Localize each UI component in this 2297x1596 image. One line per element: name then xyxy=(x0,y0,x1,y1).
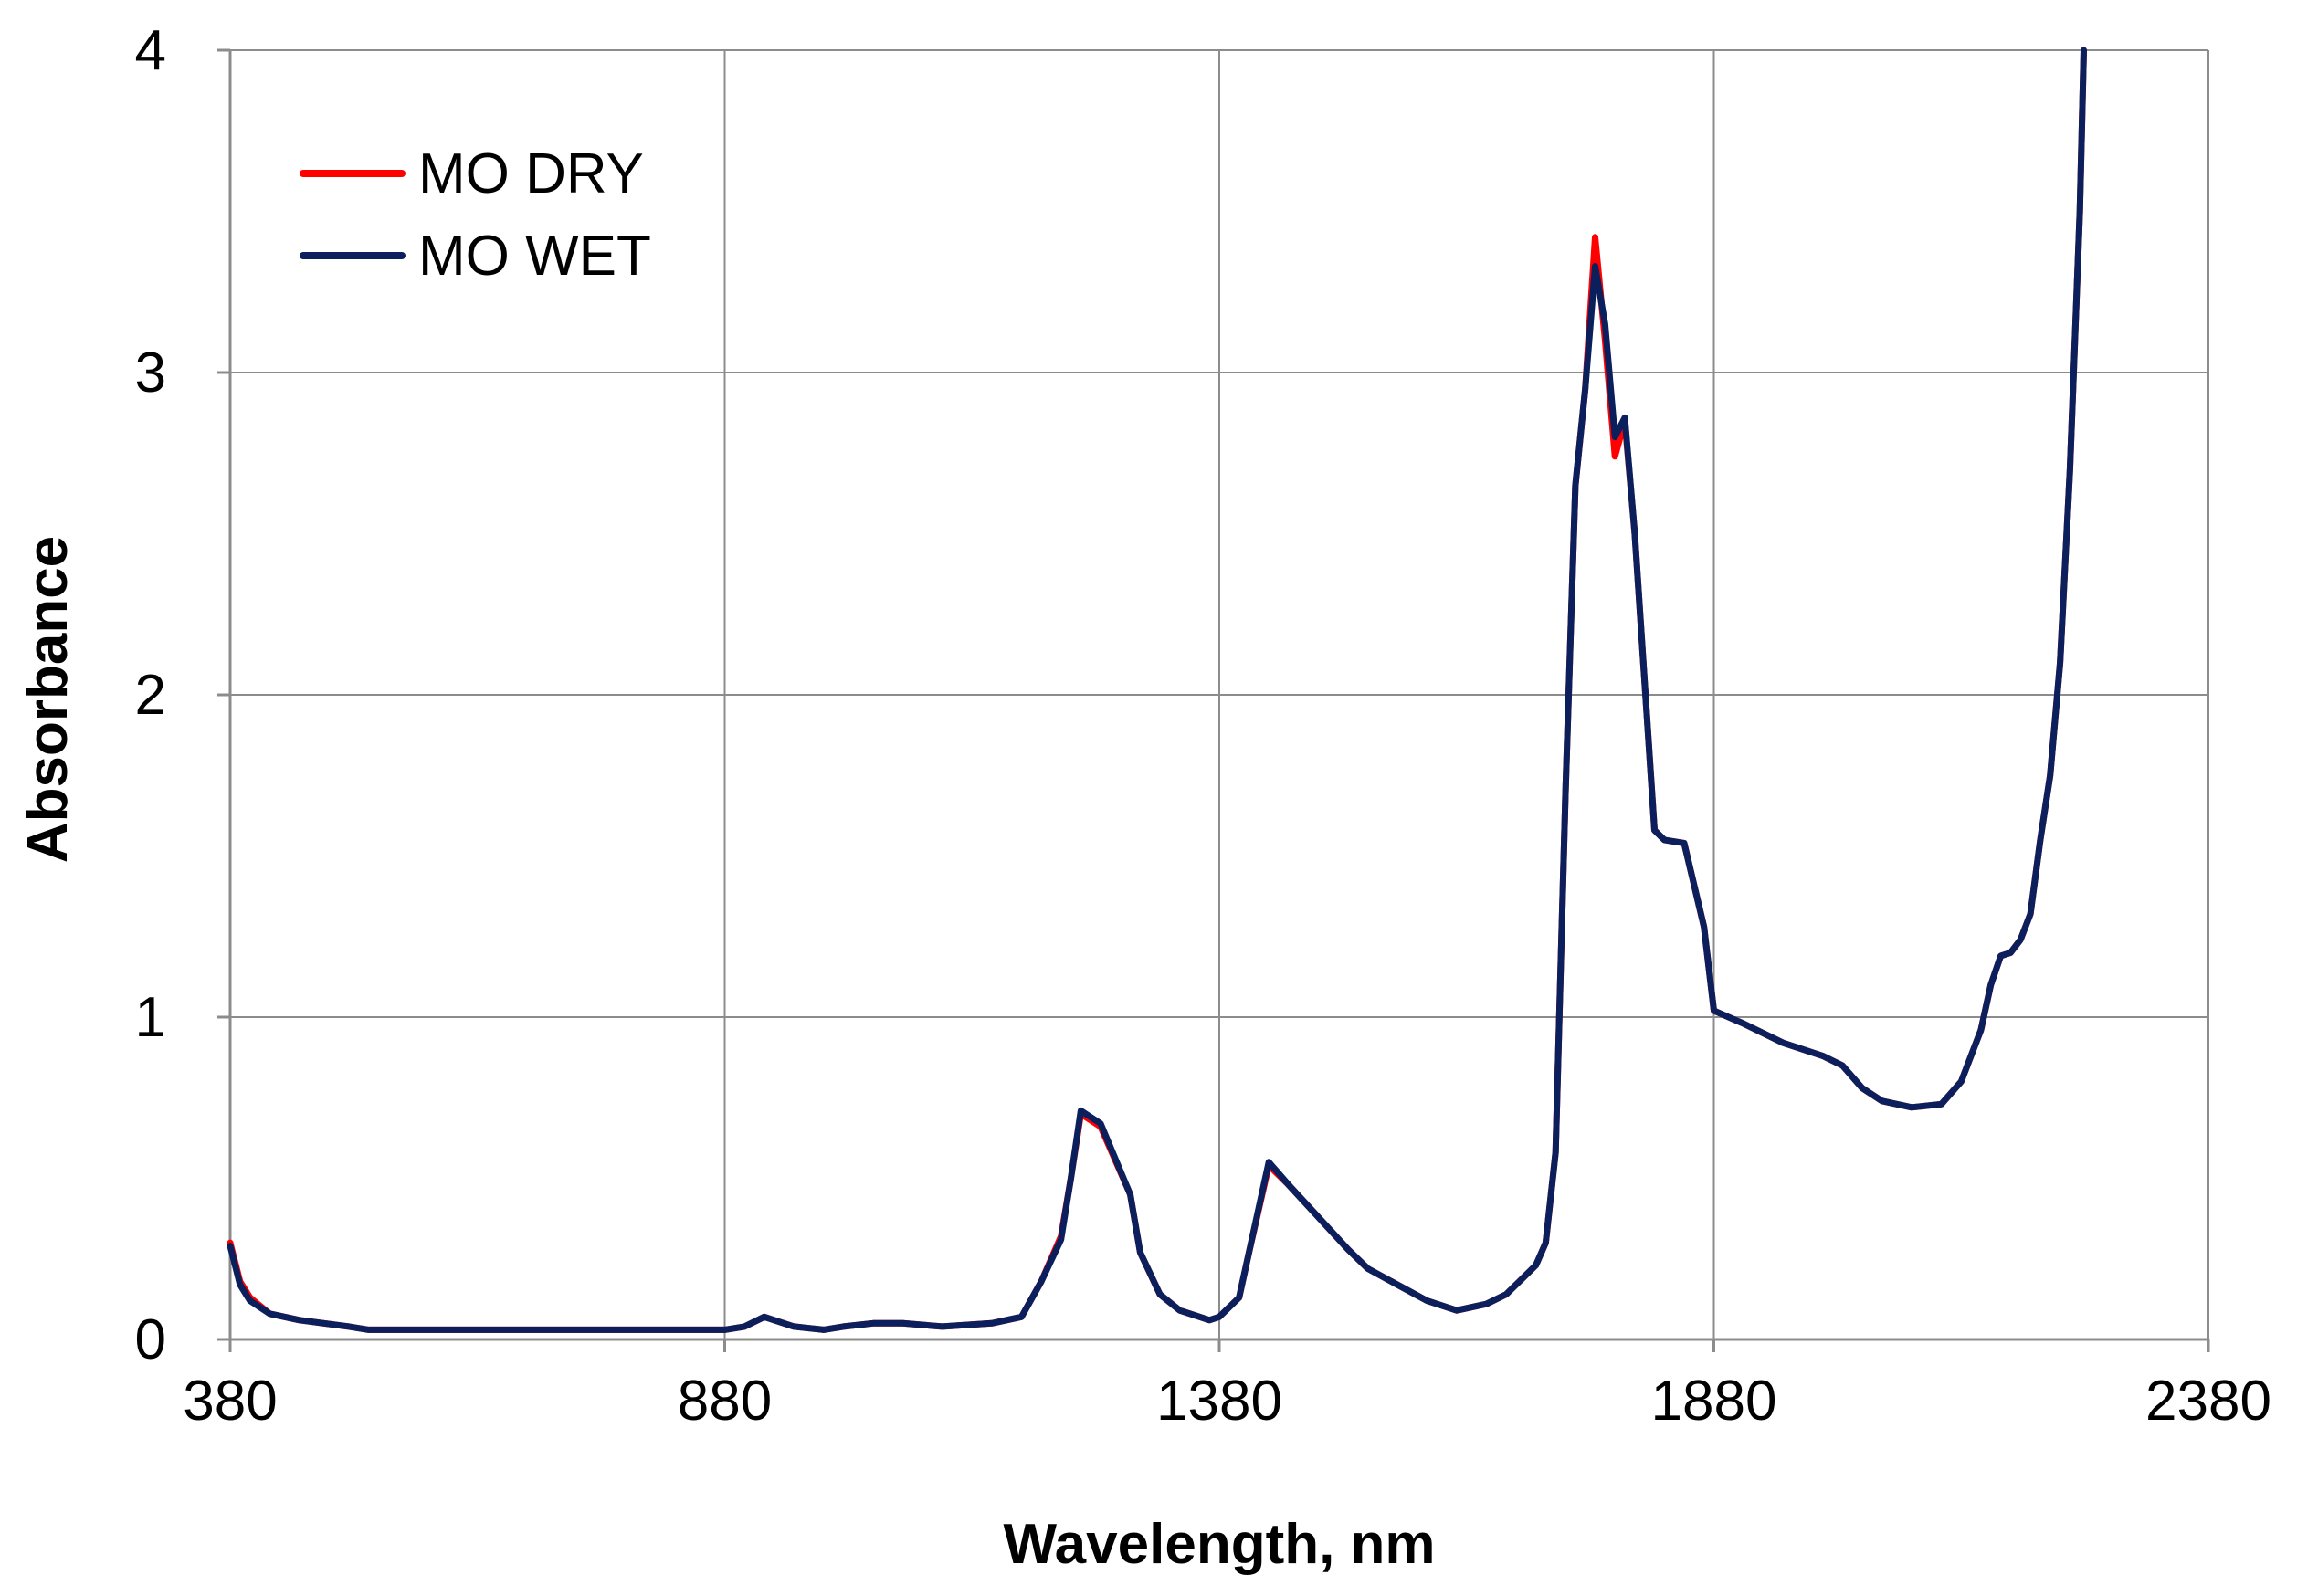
series-lines xyxy=(227,47,2087,1333)
axes xyxy=(217,48,2210,1352)
x-tick-label: 1880 xyxy=(1651,1370,1777,1433)
series-line-mo-wet xyxy=(227,47,2087,1333)
legend-label: MO DRY xyxy=(418,142,644,205)
legend: MO DRY MO WET xyxy=(300,142,651,288)
y-tick-label: 4 xyxy=(135,19,166,82)
y-tick-label: 1 xyxy=(135,986,166,1049)
y-axis-title: Absorbance xyxy=(16,536,79,863)
y-tick-label: 2 xyxy=(135,664,166,727)
x-tick-label: 2380 xyxy=(2145,1370,2271,1433)
x-tick-label: 380 xyxy=(183,1370,277,1433)
x-tick-label: 880 xyxy=(678,1370,772,1433)
y-tick-label: 0 xyxy=(135,1308,166,1371)
x-tick-label: 1380 xyxy=(1156,1370,1282,1433)
legend-label: MO WET xyxy=(418,225,651,288)
tick-labels: 380 880 1380 1880 2380 0 1 2 3 4 xyxy=(135,19,2271,1433)
y-tick-label: 3 xyxy=(135,341,166,404)
x-axis-title: Wavelength, nm xyxy=(1003,1513,1435,1576)
